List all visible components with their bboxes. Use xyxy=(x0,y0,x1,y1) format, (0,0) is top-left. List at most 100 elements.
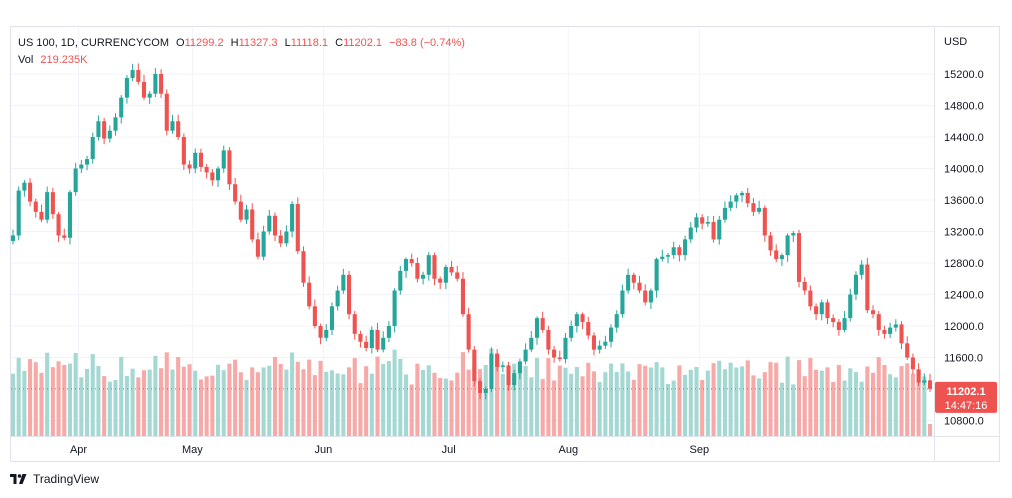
high-value: 11327.3 xyxy=(238,37,278,49)
volume-bar xyxy=(426,365,431,436)
volume-bar xyxy=(318,360,323,436)
volume-bar xyxy=(569,373,574,436)
symbol-label[interactable]: US 100, 1D, CURRENCYCOM xyxy=(18,37,169,49)
candle-body xyxy=(643,290,648,303)
candle-body xyxy=(660,256,665,260)
volume-bar xyxy=(683,374,688,436)
volume-bar xyxy=(398,358,403,436)
candle-body xyxy=(153,74,158,94)
tradingview-name: TradingView xyxy=(33,472,100,486)
volume-bar xyxy=(660,367,665,436)
volume-bar xyxy=(107,381,112,436)
volume-bar xyxy=(455,372,460,436)
volume-bar xyxy=(45,352,50,436)
volume-bar xyxy=(346,367,352,436)
volume-bar xyxy=(369,373,374,436)
volume-bar xyxy=(523,365,528,436)
volume-bar xyxy=(96,366,101,436)
volume-bar xyxy=(233,359,238,436)
tradingview-branding[interactable]: TradingView xyxy=(10,472,99,486)
volume-bar xyxy=(164,352,169,436)
candle-body xyxy=(865,264,870,311)
price-tag-background xyxy=(935,381,997,413)
y-tick-label: 14400.0 xyxy=(944,132,984,144)
candle-body xyxy=(506,365,511,386)
candle-body xyxy=(608,327,614,342)
volume-bar xyxy=(489,348,494,436)
candle-body xyxy=(62,235,67,238)
y-tick-label: 12800.0 xyxy=(944,258,984,270)
candle-body xyxy=(267,215,272,232)
volume-bar xyxy=(272,357,278,436)
volume-bar xyxy=(711,363,716,436)
candle-body xyxy=(176,121,181,137)
volume-bar xyxy=(580,376,585,436)
volume-bar xyxy=(899,366,904,436)
price-axis: USD 15200.0 14800.0 14400.0 14000.0 13600.0 13… xyxy=(944,36,984,428)
volume-bar xyxy=(620,363,625,436)
volume-bar xyxy=(187,364,192,436)
candle-body xyxy=(831,318,836,323)
candle-body xyxy=(614,314,619,328)
volume-bar xyxy=(802,376,807,436)
volume-bar xyxy=(563,367,568,436)
candle-body xyxy=(221,150,226,169)
volume-bar xyxy=(238,372,243,436)
candle-body xyxy=(540,318,545,330)
candle-body xyxy=(893,324,898,328)
candle-body xyxy=(443,266,448,283)
volume-bar xyxy=(705,370,710,436)
candle-body xyxy=(512,373,517,386)
volume-bar xyxy=(432,372,437,436)
volume-bar xyxy=(825,367,830,436)
open-label: O xyxy=(176,37,185,49)
candle-body xyxy=(369,329,374,349)
candle-body xyxy=(358,333,363,342)
volume-bar xyxy=(717,360,722,436)
volume-bar xyxy=(745,360,750,436)
candle-body xyxy=(819,302,824,315)
volume-bar xyxy=(50,367,55,436)
candle-body xyxy=(853,274,859,295)
volume-bar xyxy=(814,369,819,436)
volume-bar xyxy=(882,364,887,436)
candle-body xyxy=(745,192,750,204)
candle-body xyxy=(295,203,300,252)
open-value: 11299.2 xyxy=(184,37,224,49)
volume-bar xyxy=(774,362,779,436)
volume-bar xyxy=(500,373,505,436)
volume-bar xyxy=(409,384,414,436)
volume-bar xyxy=(244,379,249,436)
volume-bar xyxy=(865,366,870,436)
candle-body xyxy=(637,282,642,291)
volume-bar xyxy=(255,372,260,436)
volume-bar xyxy=(386,361,391,436)
candle-body xyxy=(460,278,466,315)
candle-body xyxy=(204,166,209,173)
candle-body xyxy=(141,81,147,98)
volume-bar xyxy=(159,368,164,436)
candle-body xyxy=(529,337,534,350)
x-tick-label: Apr xyxy=(70,444,87,456)
candle-body xyxy=(432,255,437,279)
candle-body xyxy=(779,255,784,260)
volume-bar xyxy=(227,363,232,436)
volume-bar xyxy=(916,369,921,436)
candle-body xyxy=(119,97,124,118)
candle-body xyxy=(28,182,33,202)
candle-body xyxy=(495,353,500,367)
volume-bar xyxy=(557,365,562,436)
candle-body xyxy=(597,345,602,350)
candle-body xyxy=(421,274,426,279)
volume-bar xyxy=(329,370,335,436)
candle-body xyxy=(227,150,232,185)
candle-body xyxy=(705,222,710,224)
candle-body xyxy=(45,192,50,220)
volume-bar xyxy=(33,362,38,436)
volume-bar xyxy=(762,372,767,436)
volume-bar xyxy=(819,370,824,436)
volume-bar xyxy=(534,357,540,436)
candle-body xyxy=(477,381,483,393)
candle-body xyxy=(403,259,409,271)
